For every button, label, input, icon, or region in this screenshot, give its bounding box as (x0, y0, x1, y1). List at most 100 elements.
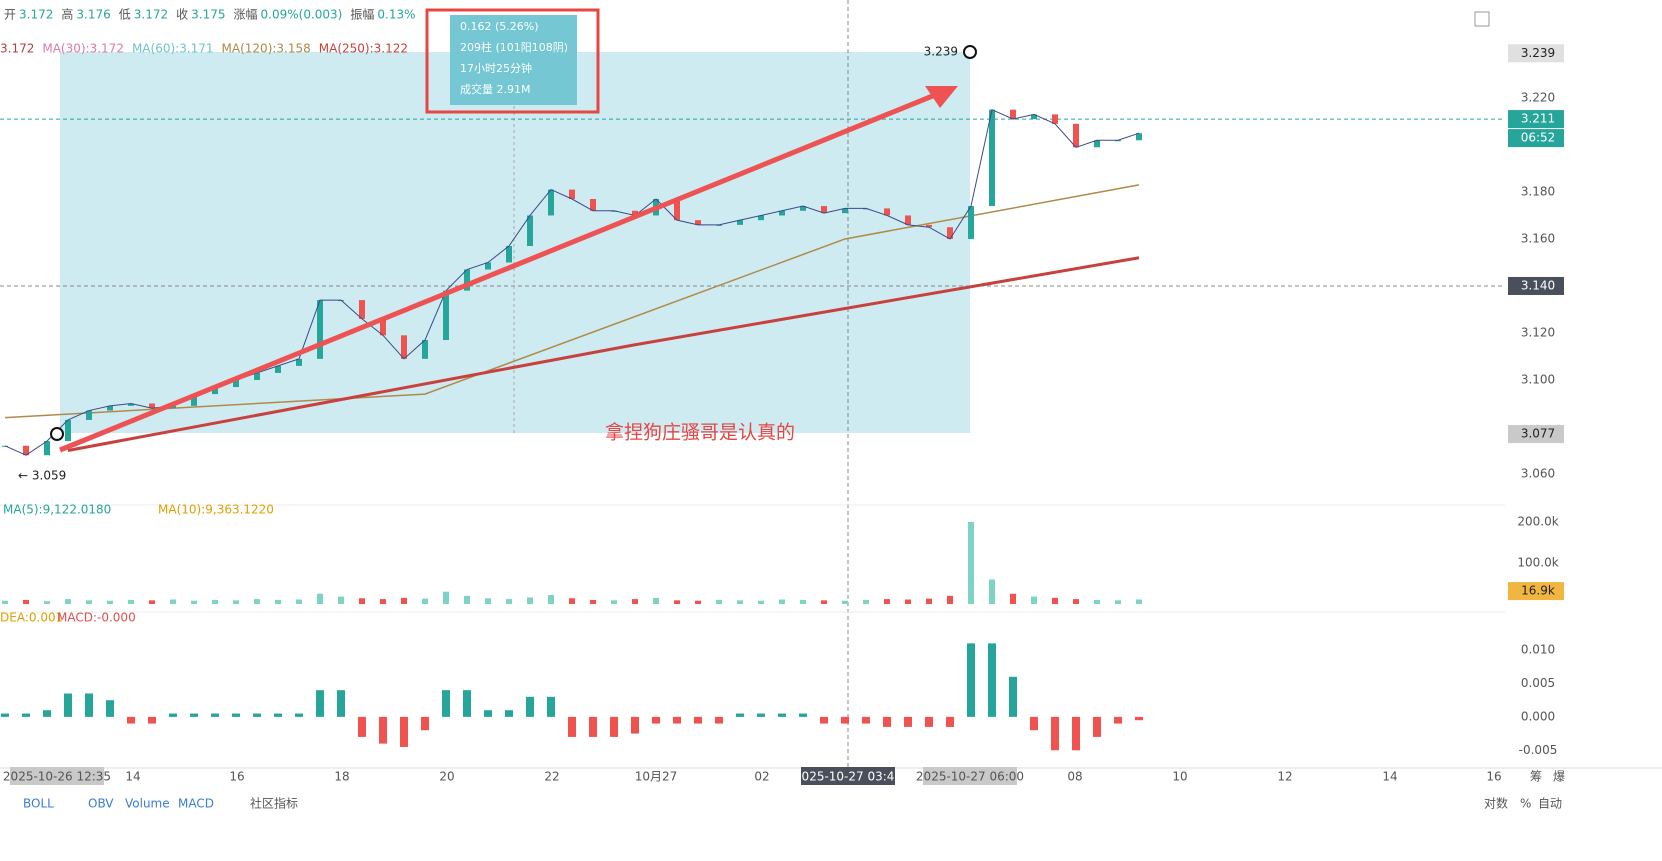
corner-control[interactable]: 自动 (1538, 797, 1562, 811)
time-label: 10月27 (635, 770, 678, 784)
header-value: 3.176 (76, 8, 110, 22)
volume-bar (800, 599, 806, 604)
macd-bar (673, 716, 681, 724)
volume-bar (338, 596, 344, 604)
candle (275, 365, 281, 373)
macd-legend: DEA:0.001 (0, 611, 63, 625)
candle (485, 262, 491, 270)
macd-bar (568, 716, 576, 737)
corner-control[interactable]: % (1520, 797, 1531, 811)
range-end (963, 45, 977, 59)
candle (1031, 114, 1037, 120)
tooltip-frame (425, 8, 600, 114)
candle (422, 340, 428, 359)
price-marker-label: 3.077 (1521, 427, 1555, 441)
candle (128, 403, 134, 406)
macd-bar (274, 713, 282, 717)
candle (737, 220, 743, 225)
volume-bar (2, 600, 8, 604)
volume-bar (212, 599, 218, 604)
indicator-tab[interactable]: Volume (125, 797, 170, 811)
candle (569, 189, 575, 200)
macd-bar (799, 713, 807, 717)
macd-bar (463, 690, 471, 717)
volume-bar (989, 579, 995, 604)
macd-bar (988, 643, 996, 717)
macd-bar (1051, 716, 1059, 751)
macd-bar (64, 693, 72, 717)
macd-bar (820, 716, 828, 724)
macd-bar (253, 713, 261, 717)
macd-tick-label: 0.010 (1521, 643, 1555, 657)
volume-bar (947, 595, 953, 604)
macd-bar (358, 716, 366, 737)
volume-bar (506, 599, 512, 604)
volume-bar (1031, 596, 1037, 604)
macd-bar (946, 716, 954, 727)
candle (758, 215, 764, 221)
y-tick-label: 3.100 (1521, 372, 1555, 386)
volume-bar (1115, 600, 1121, 604)
candle (23, 445, 29, 456)
price-marker (1508, 110, 1564, 129)
indicator-tab[interactable]: OBV (88, 797, 114, 811)
header-label: 涨幅 (234, 7, 258, 22)
volume-bar (107, 600, 113, 604)
volume-bar (1094, 599, 1100, 604)
macd-bar (337, 690, 345, 717)
corner-control[interactable]: 爆 (1553, 770, 1565, 784)
ma-legend: MA(30):3.172 (42, 42, 124, 56)
macd-bar (904, 716, 912, 727)
macd-bar (967, 643, 975, 717)
y-tick-label: 3.160 (1521, 231, 1555, 245)
macd-bar (505, 710, 513, 717)
header-label: 收 (176, 8, 188, 22)
volume-bar (485, 598, 491, 604)
candle (65, 419, 71, 442)
volume-bar (86, 600, 92, 604)
candle (359, 300, 365, 319)
time-label: 18 (334, 770, 349, 784)
macd-bar (316, 690, 324, 717)
macd-bar (610, 716, 618, 737)
macd-bar (736, 713, 744, 717)
macd-bar (1114, 716, 1122, 724)
macd-bar (442, 690, 450, 717)
time-box (10, 767, 104, 785)
range-start (50, 427, 64, 441)
time-label: 10 (1172, 770, 1187, 784)
indicator-tab[interactable]: MACD (178, 797, 214, 811)
macd-bar (778, 713, 786, 717)
macd-bar (190, 713, 198, 717)
indicator-tab[interactable]: 社区指标 (250, 796, 298, 811)
candle (317, 300, 323, 359)
arrow-head (925, 86, 958, 108)
macd-bar (421, 716, 429, 731)
price-marker-label: 3.239 (1521, 46, 1555, 60)
ma120-line (4, 184, 1140, 419)
volume-current-label: 16.9k (1521, 584, 1555, 598)
indicator-tab[interactable]: BOLL (23, 797, 54, 811)
volume-bar (527, 597, 533, 604)
macd-bar (862, 716, 870, 724)
candle (1010, 109, 1016, 120)
corner-control[interactable]: 筹 (1530, 770, 1542, 784)
volume-bar (905, 599, 911, 604)
header-value: 3.172 (134, 8, 168, 22)
fullscreen-icon[interactable] (1474, 11, 1490, 27)
candle (968, 206, 974, 239)
price-marker (1508, 276, 1564, 295)
volume-bar (548, 594, 554, 604)
candle (989, 109, 995, 207)
candle (149, 403, 155, 409)
ma-legend: MA(60):3.171 (132, 42, 214, 56)
macd-bar (148, 716, 156, 724)
candle (1094, 140, 1100, 148)
corner-control[interactable]: 对数 (1484, 796, 1508, 811)
macd-tick-label: 0.005 (1521, 676, 1555, 690)
price-marker-label: 3.211 (1521, 112, 1555, 126)
volume-tick-label: 200.0k (1517, 514, 1558, 528)
macd-bar (526, 696, 534, 717)
trend-arrow (59, 92, 936, 453)
